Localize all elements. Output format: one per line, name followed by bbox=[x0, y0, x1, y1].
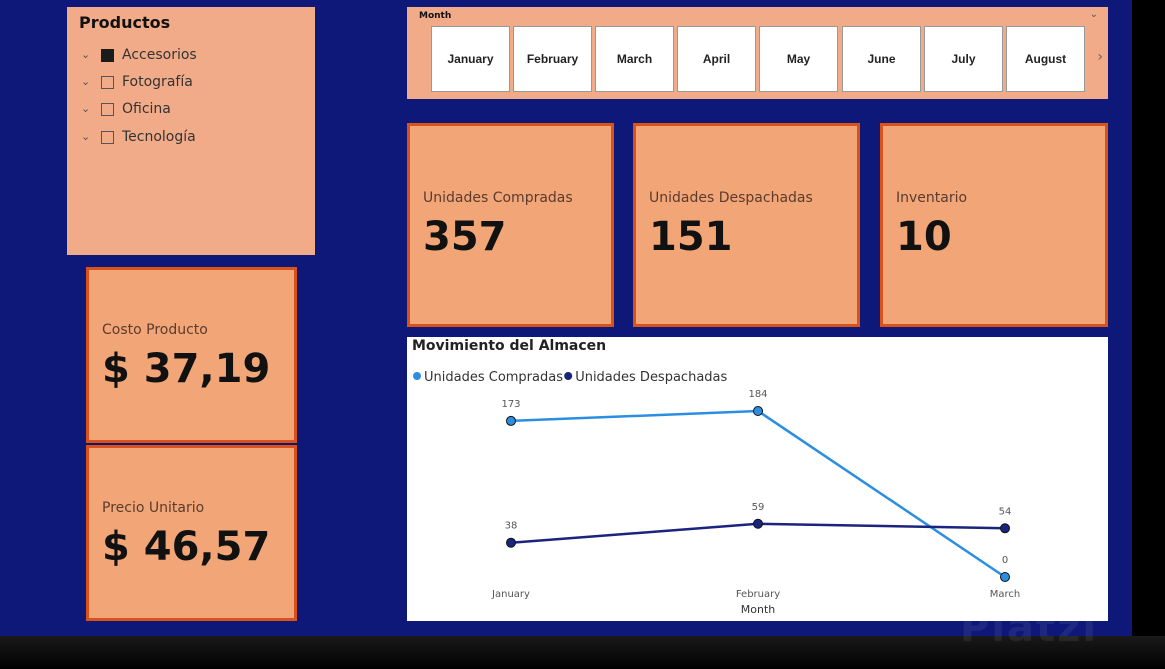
data-label: 54 bbox=[999, 506, 1012, 517]
card-precio-unitario: Precio Unitario $ 46,57 bbox=[86, 445, 297, 621]
data-point bbox=[753, 406, 763, 416]
data-label: 38 bbox=[505, 521, 518, 532]
legend-marker bbox=[564, 372, 573, 380]
checkbox[interactable] bbox=[101, 102, 114, 116]
data-label: 0 bbox=[1002, 555, 1008, 566]
card-label: Precio Unitario bbox=[102, 500, 205, 516]
chart-title: Movimiento del Almacen bbox=[412, 338, 607, 354]
series-line bbox=[510, 409, 1006, 579]
chart-svg: Unidades Compradas Unidades Despachadas 17… bbox=[413, 370, 1020, 616]
month-slicer-title: Month bbox=[419, 11, 452, 21]
line-chart-movimiento: Movimiento del Almacen Unidades Comprada… bbox=[407, 337, 1108, 621]
data-point bbox=[753, 518, 763, 529]
month-button-march[interactable]: March bbox=[595, 26, 674, 92]
legend-label: Unidades Despachadas bbox=[575, 370, 727, 385]
card-costo-producto: Costo Producto $ 37,19 bbox=[86, 267, 297, 443]
month-button-july[interactable]: July bbox=[924, 26, 1003, 92]
checkbox[interactable] bbox=[101, 130, 114, 144]
card-unidades-despachadas: Unidades Despachadas 151 bbox=[633, 123, 860, 327]
month-slicer: Month ⌄ January February March April May… bbox=[407, 7, 1108, 99]
card-label: Costo Producto bbox=[102, 322, 208, 338]
data-point bbox=[1000, 523, 1010, 534]
card-label: Unidades Compradas bbox=[423, 190, 573, 206]
x-tick-label: February bbox=[736, 589, 780, 600]
chevron-down-icon[interactable]: ⌄ bbox=[1089, 9, 1098, 20]
slicer-item-fotografia[interactable]: ⌄ Fotografía bbox=[81, 72, 301, 92]
slicer-item-label: Accesorios bbox=[122, 47, 197, 63]
slicer-item-accesorios[interactable]: ⌄ Accesorios bbox=[81, 45, 301, 65]
card-label: Inventario bbox=[896, 190, 968, 206]
card-label: Unidades Despachadas bbox=[649, 190, 813, 206]
legend-marker bbox=[413, 372, 421, 380]
chevron-right-icon[interactable]: › bbox=[1097, 49, 1103, 65]
chevron-down-icon[interactable]: ⌄ bbox=[81, 75, 91, 88]
watermark-logo: Platzi bbox=[960, 605, 1099, 651]
month-button-august[interactable]: August bbox=[1006, 26, 1085, 92]
data-point bbox=[506, 415, 516, 426]
month-button-april[interactable]: April bbox=[677, 26, 756, 92]
x-axis-label: Month bbox=[741, 603, 776, 616]
productos-slicer: Productos ⌄ Accesorios ⌄ Fotografía ⌄ Of… bbox=[67, 7, 315, 255]
slicer-item-tecnologia[interactable]: ⌄ Tecnología bbox=[81, 127, 301, 147]
bottom-bar bbox=[0, 636, 1165, 669]
slicer-item-label: Fotografía bbox=[122, 74, 193, 90]
card-value: $ 46,57 bbox=[102, 524, 271, 570]
card-unidades-compradas: Unidades Compradas 357 bbox=[407, 123, 614, 327]
month-button-january[interactable]: January bbox=[431, 26, 510, 92]
chevron-down-icon[interactable]: ⌄ bbox=[81, 102, 91, 115]
checkbox[interactable] bbox=[101, 48, 114, 62]
month-button-february[interactable]: February bbox=[513, 26, 592, 92]
month-button-may[interactable]: May bbox=[759, 26, 838, 92]
productos-slicer-title: Productos bbox=[79, 13, 171, 32]
chevron-down-icon[interactable]: ⌄ bbox=[81, 130, 91, 143]
slicer-item-label: Oficina bbox=[122, 101, 171, 117]
card-value: 357 bbox=[423, 214, 507, 260]
data-point bbox=[1000, 572, 1010, 582]
month-button-june[interactable]: June bbox=[842, 26, 921, 92]
card-value: 151 bbox=[649, 214, 733, 260]
legend-label: Unidades Compradas bbox=[424, 370, 563, 385]
card-inventario: Inventario 10 bbox=[880, 123, 1108, 327]
checkbox[interactable] bbox=[101, 75, 114, 89]
report-canvas: Productos ⌄ Accesorios ⌄ Fotografía ⌄ Of… bbox=[0, 0, 1132, 636]
x-tick-label: January bbox=[491, 589, 530, 600]
data-point bbox=[506, 537, 516, 548]
data-label: 173 bbox=[501, 399, 520, 410]
data-label: 59 bbox=[752, 502, 765, 513]
card-value: $ 37,19 bbox=[102, 346, 271, 392]
card-value: 10 bbox=[896, 214, 952, 260]
chevron-down-icon[interactable]: ⌄ bbox=[81, 48, 91, 61]
slicer-item-label: Tecnología bbox=[122, 129, 196, 145]
data-label: 184 bbox=[748, 389, 767, 400]
x-tick-label: March bbox=[990, 589, 1020, 600]
slicer-item-oficina[interactable]: ⌄ Oficina bbox=[81, 99, 301, 119]
